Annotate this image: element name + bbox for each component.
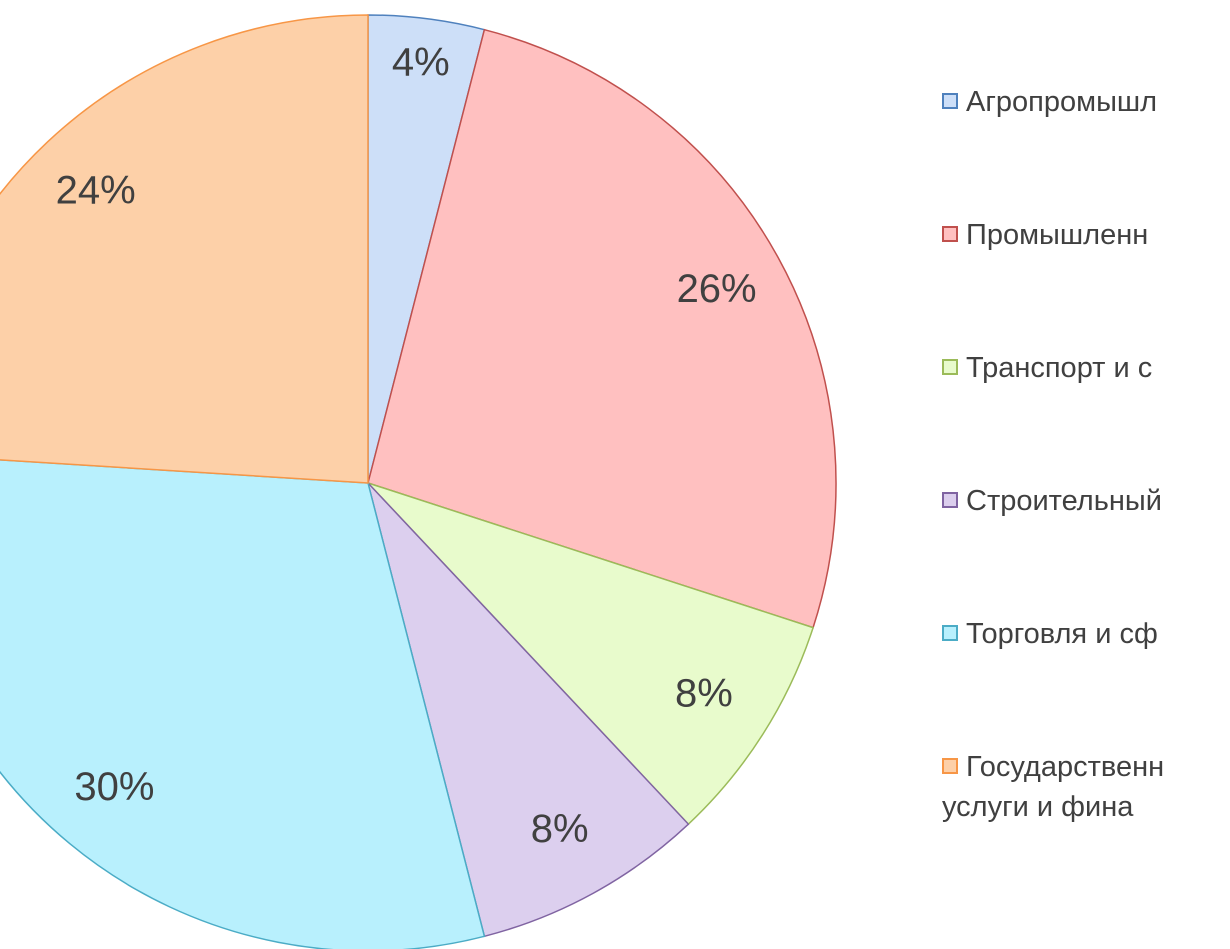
legend-swatch [942,359,958,375]
legend-label: Строительный [966,485,1162,517]
legend-entry: Строительный [942,481,1230,521]
data-label: 4% [392,41,450,85]
data-label: 8% [675,672,733,716]
pie-slice [367,28,837,629]
legend-swatch [942,625,958,641]
legend-entry: Промышленн [942,215,1230,255]
legend-swatch [942,93,958,109]
legend-entry: Торговля и сф [942,614,1230,654]
pie-slice [367,482,815,826]
data-label: 8% [531,807,589,851]
legend-label: Торговля и сф [966,618,1158,650]
data-label: 24% [56,169,136,213]
legend-swatch [942,492,958,508]
legend-label: Промышленн [966,219,1149,251]
legend-entry: Агропромышл [942,82,1230,122]
legend-swatch [942,758,958,774]
pie-slice [0,459,486,949]
legend-label: Агропромышл [966,86,1158,118]
legend-label: Государственн услуги и фина [942,751,1165,823]
data-label: 26% [677,267,757,311]
data-label: 30% [74,765,154,809]
pie-slice [367,482,690,938]
pie-slice [0,14,369,484]
legend-entry: Государственн услуги и фина [942,747,1230,827]
legend-swatch [942,226,958,242]
legend-entry: Транспорт и с [942,348,1230,388]
legend-label: Транспорт и с [966,352,1153,384]
